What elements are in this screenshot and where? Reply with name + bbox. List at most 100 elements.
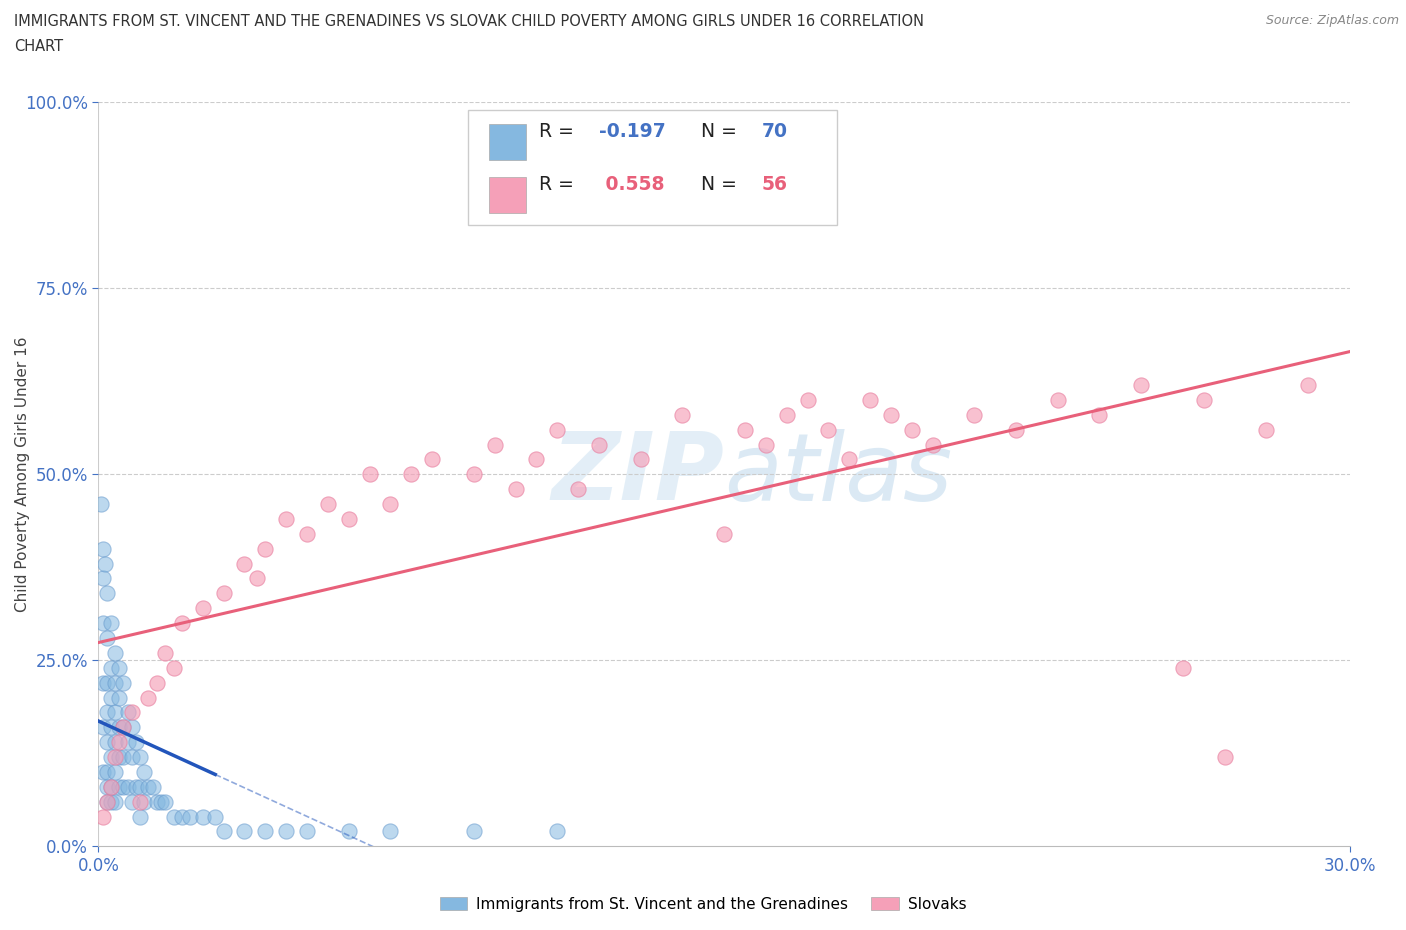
Point <box>96 779 118 794</box>
Point <box>121 794 143 809</box>
Point <box>129 779 152 794</box>
Point <box>337 512 360 526</box>
Text: 70: 70 <box>762 122 787 141</box>
Point <box>191 601 214 616</box>
Point <box>108 720 131 735</box>
Text: R =: R = <box>538 122 579 141</box>
Point <box>121 705 143 720</box>
Point <box>295 526 318 541</box>
Point <box>104 645 127 660</box>
Point <box>100 750 122 764</box>
Point <box>91 720 114 735</box>
Point <box>138 690 160 705</box>
Point <box>108 750 131 764</box>
Point <box>526 452 548 467</box>
Point <box>96 794 118 809</box>
Point <box>734 422 756 437</box>
Point <box>134 794 156 809</box>
Point <box>146 675 169 690</box>
Point <box>134 764 156 779</box>
Point <box>138 779 160 794</box>
Bar <box>489 177 526 213</box>
Point <box>96 794 118 809</box>
Point <box>1130 378 1153 392</box>
Point <box>112 720 135 735</box>
Point <box>484 437 506 452</box>
Point <box>1171 660 1194 675</box>
Point <box>91 675 114 690</box>
Point <box>859 392 882 407</box>
Point <box>117 735 139 750</box>
Point <box>233 824 256 839</box>
Point <box>96 586 118 601</box>
Point <box>108 735 131 750</box>
Point <box>316 497 339 512</box>
Point <box>963 407 986 422</box>
Point <box>100 720 122 735</box>
Point <box>254 824 277 839</box>
Point <box>246 571 269 586</box>
Point <box>121 720 143 735</box>
Point <box>91 809 114 824</box>
Point <box>104 764 127 779</box>
Point <box>91 764 114 779</box>
Point <box>1213 750 1236 764</box>
Point <box>108 660 131 675</box>
Text: CHART: CHART <box>14 39 63 54</box>
Point <box>150 794 173 809</box>
Point <box>100 779 122 794</box>
Point <box>112 750 135 764</box>
Point <box>212 824 235 839</box>
Point <box>162 809 184 824</box>
Point <box>121 750 143 764</box>
Point <box>91 541 114 556</box>
Point <box>112 779 135 794</box>
Point <box>838 452 860 467</box>
Point <box>93 556 115 571</box>
Point <box>274 824 298 839</box>
Point <box>233 556 256 571</box>
Point <box>900 422 922 437</box>
Text: IMMIGRANTS FROM ST. VINCENT AND THE GRENADINES VS SLOVAK CHILD POVERTY AMONG GIR: IMMIGRANTS FROM ST. VINCENT AND THE GREN… <box>14 14 924 29</box>
Text: N =: N = <box>689 122 742 141</box>
Point <box>1046 392 1069 407</box>
Point <box>104 794 127 809</box>
Text: N =: N = <box>689 175 742 193</box>
Point <box>100 779 122 794</box>
Point <box>104 705 127 720</box>
Point <box>129 794 152 809</box>
Point <box>129 809 152 824</box>
Point <box>380 824 402 839</box>
Point <box>117 705 139 720</box>
Point <box>96 631 118 645</box>
Point <box>204 809 226 824</box>
Point <box>153 645 176 660</box>
Point <box>108 779 131 794</box>
Point <box>96 675 118 690</box>
Point <box>162 660 184 675</box>
Legend: Immigrants from St. Vincent and the Grenadines, Slovaks: Immigrants from St. Vincent and the Gren… <box>433 890 973 918</box>
Point <box>104 675 127 690</box>
Point <box>96 735 118 750</box>
Text: atlas: atlas <box>724 429 952 520</box>
Point <box>104 750 127 764</box>
Point <box>254 541 277 556</box>
Point <box>1296 378 1319 392</box>
Text: Source: ZipAtlas.com: Source: ZipAtlas.com <box>1265 14 1399 27</box>
Point <box>212 586 235 601</box>
Point <box>125 779 148 794</box>
Point <box>100 690 122 705</box>
Point <box>295 824 318 839</box>
FancyBboxPatch shape <box>468 110 837 225</box>
Point <box>671 407 693 422</box>
Point <box>112 720 135 735</box>
Point <box>359 467 381 482</box>
Point <box>567 482 589 497</box>
Point <box>463 467 485 482</box>
Point <box>108 690 131 705</box>
Point <box>921 437 943 452</box>
Point <box>337 824 360 839</box>
Point <box>100 660 122 675</box>
Point <box>170 809 193 824</box>
Bar <box>489 124 526 160</box>
